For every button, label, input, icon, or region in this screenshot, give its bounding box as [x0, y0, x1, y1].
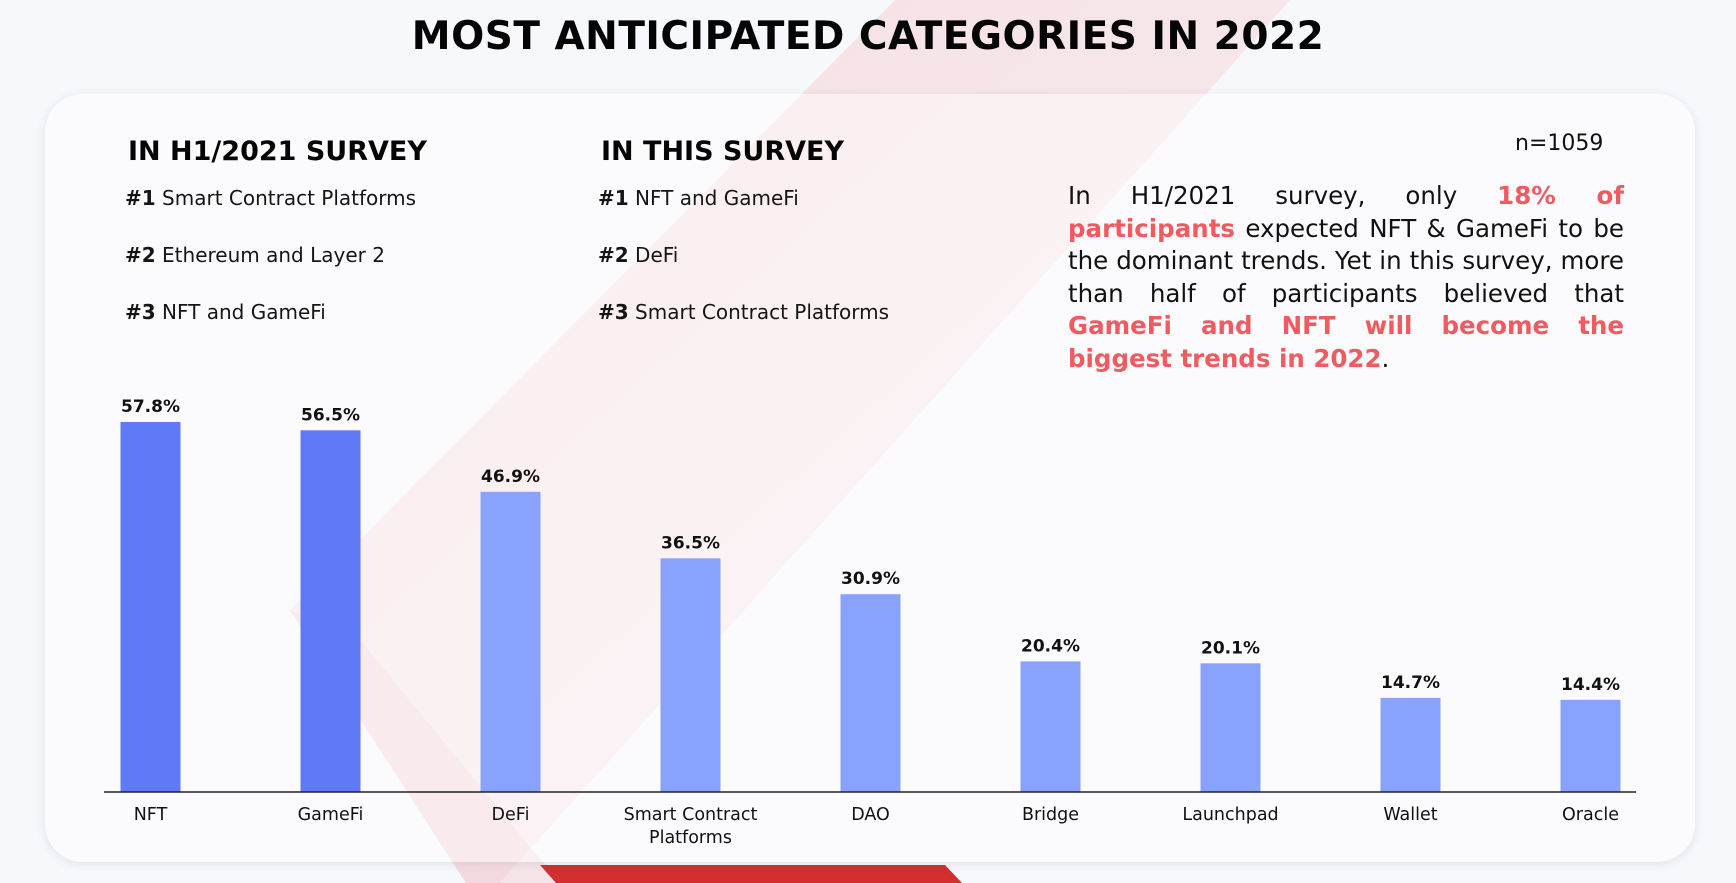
rank-label: Smart Contract Platforms: [162, 186, 417, 210]
data-label: 57.8%: [121, 397, 180, 417]
rank-item: #2 Ethereum and Layer 2: [125, 242, 427, 299]
previous-survey-heading: IN H1/2021 SURVEY: [128, 136, 427, 167]
bar: [1380, 697, 1441, 792]
rank-label: NFT and GameFi: [162, 300, 326, 324]
note-highlight: 18% of participants: [1068, 181, 1624, 243]
rank-number: #1: [598, 186, 629, 210]
rank-item: #1 Smart Contract Platforms: [125, 185, 427, 242]
category-label: Platforms: [649, 828, 732, 848]
data-label: 20.4%: [1021, 636, 1080, 656]
rank-label: DeFi: [635, 243, 679, 267]
previous-survey-panel: IN H1/2021 SURVEY #1 Smart Contract Plat…: [125, 136, 427, 356]
bar: [300, 430, 361, 792]
category-label: Wallet: [1383, 805, 1437, 825]
data-label: 14.7%: [1381, 673, 1440, 693]
category-label: Launchpad: [1182, 805, 1278, 825]
bar: [1200, 663, 1261, 792]
rank-number: #1: [125, 186, 156, 210]
data-label: 36.5%: [661, 533, 720, 553]
bar: [660, 558, 721, 792]
category-label: DAO: [851, 805, 890, 825]
data-label: 20.1%: [1201, 638, 1260, 658]
rank-item: #3 NFT and GameFi: [125, 299, 427, 356]
note-highlight: GameFi and NFT will become the biggest t…: [1068, 311, 1624, 373]
rank-label: NFT and GameFi: [635, 186, 799, 210]
rank-label: Smart Contract Platforms: [635, 300, 890, 324]
sample-size-label: n=1059: [1515, 131, 1604, 156]
rank-label: Ethereum and Layer 2: [162, 243, 385, 267]
category-label: GameFi: [298, 805, 364, 825]
bar: [1020, 661, 1081, 792]
category-label: Bridge: [1022, 805, 1079, 825]
rank-number: #3: [125, 300, 156, 324]
data-label: 14.4%: [1561, 675, 1620, 695]
data-label: 30.9%: [841, 569, 900, 589]
current-survey-panel: IN THIS SURVEY #1 NFT and GameFi #2 DeFi…: [598, 136, 889, 356]
category-label: NFT: [134, 805, 168, 825]
bar: [120, 422, 181, 792]
category-label: Smart Contract: [624, 805, 758, 825]
rank-item: #3 Smart Contract Platforms: [598, 299, 889, 356]
data-label: 46.9%: [481, 467, 540, 487]
note-text: expected NFT & GameFi to be the dominant…: [1068, 213, 1624, 308]
note-text: In H1/2021 survey, only: [1068, 181, 1498, 210]
current-survey-heading: IN THIS SURVEY: [601, 136, 844, 167]
rank-number: #2: [125, 243, 156, 267]
note-text: .: [1381, 343, 1390, 373]
bar: [1560, 699, 1621, 792]
page-title: MOST ANTICIPATED CATEGORIES IN 2022: [411, 14, 1325, 59]
data-label: 56.5%: [301, 405, 360, 425]
rank-item: #1 NFT and GameFi: [598, 185, 889, 242]
insight-note: In H1/2021 survey, only 18% of participa…: [1068, 180, 1624, 375]
bar: [480, 491, 541, 792]
rank-number: #3: [598, 300, 629, 324]
bar: [840, 594, 901, 792]
category-label: DeFi: [492, 805, 530, 825]
rank-number: #2: [598, 243, 629, 267]
red-corner-accent: [540, 865, 962, 883]
rank-item: #2 DeFi: [598, 242, 889, 299]
category-label: Oracle: [1562, 805, 1619, 825]
